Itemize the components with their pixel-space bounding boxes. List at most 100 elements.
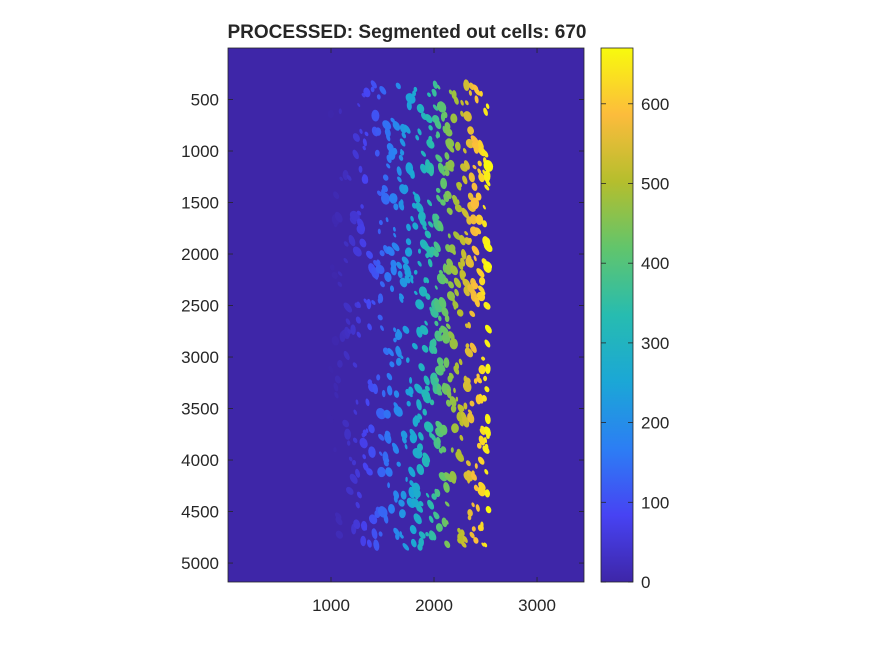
cell-mark [333,447,337,453]
cell-mark [377,466,386,478]
cell-mark [398,509,406,519]
cell-mark [348,234,356,247]
cell-mark [343,350,350,361]
cell-mark [328,365,334,374]
cell-mark [473,378,478,384]
cell-mark [346,486,354,495]
cell-mark [397,270,403,279]
cell-mark [384,432,392,444]
cell-mark [472,282,479,290]
cell-mark [435,523,443,532]
cell-mark [473,142,480,154]
cell-mark [434,213,440,220]
cell-mark [393,405,403,417]
cell-mark [450,246,456,255]
cell-mark [384,457,390,463]
cell-mark [372,383,378,395]
cell-mark [414,290,418,295]
cell-mark [484,339,491,348]
cell-mark [484,443,489,451]
cell-mark [482,204,486,210]
cell-mark [399,150,405,156]
cell-mark [353,519,361,530]
cell-mark [483,437,488,444]
cell-mark [441,332,451,344]
cell-mark [478,435,486,446]
cell-mark [368,514,378,525]
cell-mark [426,199,433,207]
cell-mark [478,172,485,183]
cell-mark [375,127,382,136]
y-tick-label: 5000 [181,554,219,573]
cell-mark [392,445,400,454]
cell-mark [476,268,485,278]
cell-mark [441,517,448,528]
cell-mark [469,214,478,225]
cell-mark [396,166,402,176]
cell-mark [396,328,402,338]
cell-mark [375,264,385,275]
cell-mark [469,342,477,353]
cell-mark [362,429,367,437]
cell-mark [419,218,427,227]
cell-mark [349,473,358,484]
image-axes: 1000 2000 3000 500 1000 1500 2000 2500 3000 3500… [181,47,585,615]
cell-mark [476,442,482,449]
cell-mark [357,103,361,107]
cell-mark [404,268,412,278]
cell-mark [373,539,380,551]
cell-mark [420,163,427,174]
cell-mark [408,466,416,478]
cell-mark [440,446,447,453]
cell-mark [460,529,465,537]
cell-mark [396,461,401,467]
cell-mark [384,272,392,282]
cell-mark [431,338,437,348]
cell-mark [445,399,452,407]
cell-mark [366,468,373,476]
cell-mark [427,258,433,268]
y-tick-label: 1500 [181,194,219,213]
cell-mark [377,314,383,321]
cell-mark [464,289,470,297]
cell-mark [486,427,491,433]
cell-mark [450,113,458,124]
cell-mark [450,265,459,276]
cell-mark [469,531,475,539]
cell-mark [445,190,452,200]
cell-mark [385,467,393,477]
cell-mark [346,174,352,181]
cell-mark [416,504,424,513]
cell-mark [449,396,457,407]
cell-mark [435,154,443,163]
cell-mark [363,298,368,304]
cell-mark [356,210,362,216]
cell-mark [417,248,422,254]
cell-mark [484,184,490,191]
cell-mark [401,256,409,265]
cell-mark [436,84,441,90]
cell-mark [463,79,470,91]
cell-mark [462,175,468,185]
cell-mark [427,92,431,98]
cell-mark [392,147,398,155]
cell-mark [355,399,359,405]
cell-mark [366,539,372,548]
cell-mark [362,174,369,184]
cell-mark [478,481,486,491]
cell-mark [418,537,425,548]
cell-mark [455,396,459,402]
cell-mark [426,139,435,149]
cell-mark [434,285,438,290]
cell-mark [344,428,352,440]
cell-mark [376,94,381,100]
cell-mark [399,354,404,360]
cell-mark [461,207,469,219]
cell-mark [452,300,459,309]
cell-mark [436,131,441,138]
cell-mark [429,530,437,541]
cell-mark [444,472,453,483]
cell-mark [470,197,480,210]
cell-mark [365,398,370,407]
cell-mark [387,348,394,357]
